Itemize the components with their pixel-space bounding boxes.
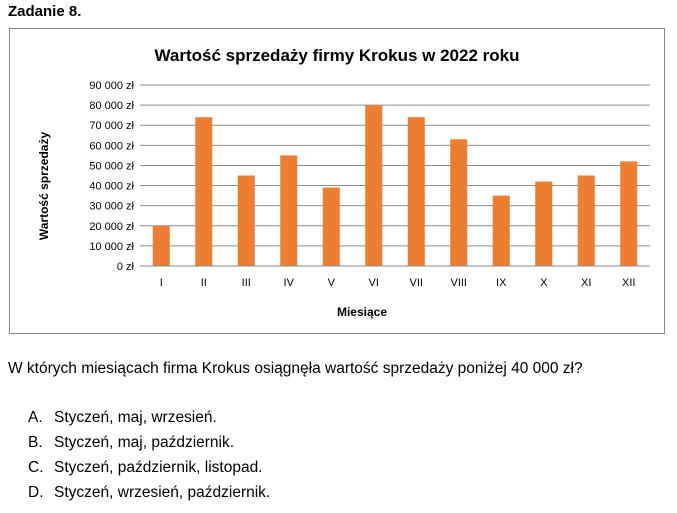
y-tick-label: 50 000 zł xyxy=(89,160,134,172)
bar-X xyxy=(535,181,553,266)
answer-a[interactable]: A. Styczeń, maj, wrzesień. xyxy=(28,405,270,430)
bar-III xyxy=(237,175,255,266)
answer-c[interactable]: C. Styczeń, październik, listopad. xyxy=(28,455,270,480)
bar-chart: Wartość sprzedaży firmy Krokus w 2022 ro… xyxy=(37,46,650,319)
bar-II xyxy=(195,117,213,266)
y-tick-label: 20 000 zł xyxy=(89,221,134,233)
answer-letter: D. xyxy=(28,484,44,501)
bar-VIII xyxy=(450,139,468,266)
question-text: W których miesiącach firma Krokus osiągn… xyxy=(8,360,583,377)
x-tick-label: VII xyxy=(410,277,423,289)
bar-I xyxy=(152,225,170,266)
x-tick-label: III xyxy=(242,277,251,289)
x-tick-label: XI xyxy=(581,277,591,289)
bar-IV xyxy=(280,155,298,266)
y-tick-label: 40 000 zł xyxy=(89,181,134,193)
y-tick-label: 60 000 zł xyxy=(89,140,134,152)
answer-letter: B. xyxy=(28,434,43,451)
bar-XI xyxy=(577,175,595,266)
gridlines xyxy=(140,84,650,247)
y-tick-label: 30 000 zł xyxy=(89,201,134,213)
y-axis-label: Wartość sprzedaży xyxy=(37,132,51,241)
answer-letter: C. xyxy=(28,459,44,476)
answer-text: Styczeń, październik, listopad. xyxy=(54,459,263,476)
bar-V xyxy=(322,187,340,266)
answer-text: Styczeń, wrzesień, październik. xyxy=(54,484,271,501)
x-tick-label: IX xyxy=(496,277,507,289)
bar-IX xyxy=(492,195,510,266)
x-tick-label: IV xyxy=(284,277,295,289)
x-tick-label: I xyxy=(160,277,163,289)
y-tick-label: 0 zł xyxy=(117,261,135,273)
x-tick-label: II xyxy=(201,277,207,289)
y-tick-label: 10 000 zł xyxy=(89,241,134,253)
answer-list: A. Styczeń, maj, wrzesień. B. Styczeń, m… xyxy=(28,405,270,505)
bar-VII xyxy=(407,117,425,266)
answer-text: Styczeń, maj, wrzesień. xyxy=(54,409,217,426)
y-tick-label: 70 000 zł xyxy=(89,120,134,132)
bar-XII xyxy=(620,161,638,266)
y-tick-label: 90 000 zł xyxy=(89,80,134,92)
y-tick-labels: 0 zł 10 000 zł 20 000 zł 30 000 zł 40 000 zł… xyxy=(89,80,134,273)
x-tick-label: V xyxy=(328,277,336,289)
task-title: Zadanie 8. xyxy=(8,3,82,20)
chart-title: Wartość sprzedaży firmy Krokus w 2022 ro… xyxy=(154,46,519,65)
y-tick-label: 80 000 zł xyxy=(89,100,134,112)
x-tick-label: XII xyxy=(622,277,635,289)
answer-b[interactable]: B. Styczeń, maj, październik. xyxy=(28,430,270,455)
x-axis-label: Miesiące xyxy=(337,305,387,319)
bar-VI xyxy=(365,105,383,266)
x-tick-label: X xyxy=(540,277,548,289)
x-tick-label: VI xyxy=(369,277,379,289)
x-tick-label: VIII xyxy=(450,277,467,289)
x-tick-labels: I II III IV V VI VII VIII IX X XI XII xyxy=(160,277,636,289)
bars xyxy=(152,105,638,266)
chart-frame: Wartość sprzedaży firmy Krokus w 2022 ro… xyxy=(9,28,665,334)
answer-letter: A. xyxy=(28,409,43,426)
answer-d[interactable]: D. Styczeń, wrzesień, październik. xyxy=(28,480,270,505)
answer-text: Styczeń, maj, październik. xyxy=(54,434,235,451)
